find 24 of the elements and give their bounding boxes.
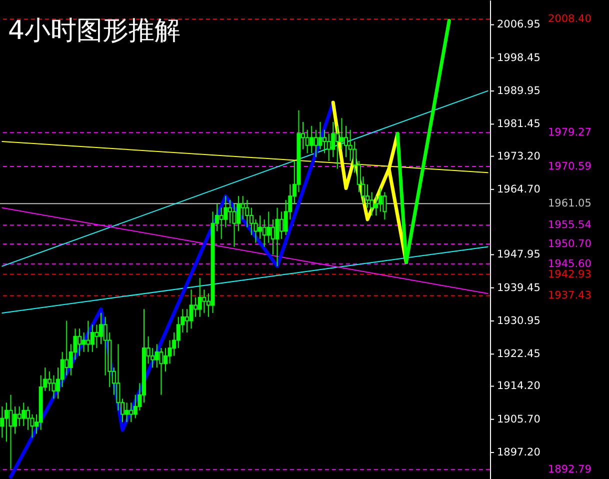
text: 4小时图形推解 (8, 16, 181, 46)
ref-line-label: 1979.27 (548, 126, 592, 139)
y-tick-label: 2006.95 (497, 18, 540, 31)
y-tick-label: 1930.95 (497, 314, 540, 327)
y-tick-label: 1914.20 (497, 380, 540, 392)
ref-line-label: 2008.40 (548, 13, 592, 26)
y-tick-label: 1989.95 (497, 85, 540, 98)
y-tick-label: 1964.70 (497, 183, 540, 196)
y-tick-label: 1897.20 (497, 446, 540, 458)
y-tick-label: 1922.45 (497, 348, 540, 360)
y-tick-label: 1905.70 (497, 413, 540, 426)
ref-line-label: 1945.60 (548, 258, 592, 270)
ref-line-label: 1892.79 (548, 464, 592, 476)
ref-line-label: 1937.43 (548, 290, 592, 302)
y-tick-label: 1981.45 (497, 118, 540, 130)
ref-line-label: 1970.59 (548, 160, 592, 172)
ref-line-label: 1942.93 (548, 268, 592, 280)
y-tick-label: 1947.95 (497, 248, 540, 261)
ref-line-label: 1955.54 (548, 219, 592, 232)
y-tick-label: 1973.20 (497, 150, 540, 162)
ref-line-label: 1950.70 (548, 238, 592, 250)
ref-line-label: 1961.05 (548, 198, 592, 210)
y-tick-label: 1998.45 (497, 52, 540, 64)
y-tick-label: 1939.45 (497, 282, 540, 294)
